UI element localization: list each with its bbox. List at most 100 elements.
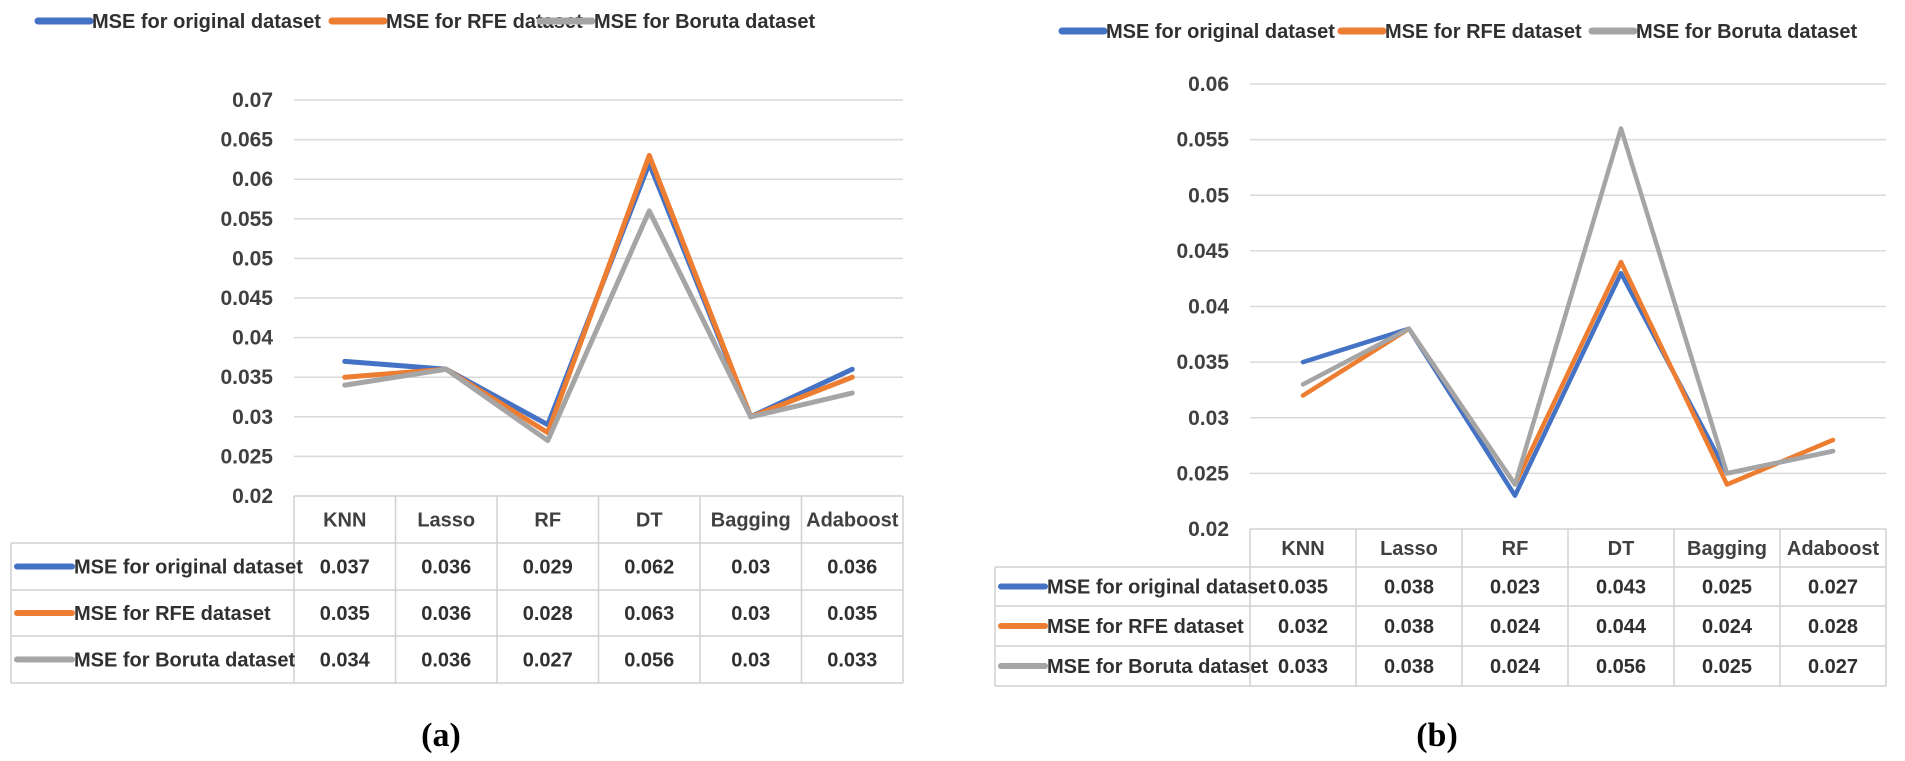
table-cell-value: 0.027 (523, 650, 573, 672)
table-cell-value: 0.033 (827, 650, 877, 672)
data-point (1831, 438, 1835, 442)
table-cell-value: 0.025 (1702, 577, 1752, 599)
y-tick-label: 0.025 (1176, 462, 1229, 485)
y-tick-label: 0.055 (1176, 129, 1229, 152)
y-tick-label: 0.04 (1188, 296, 1229, 319)
legend-label: MSE for RFE dataset (1385, 21, 1582, 43)
y-tick-label: 0.035 (220, 366, 273, 389)
data-point (1619, 260, 1623, 264)
data-point (1831, 449, 1835, 453)
table-cell-value: 0.043 (1596, 577, 1646, 599)
table-cell-value: 0.023 (1490, 577, 1540, 599)
x-category-label: RF (1502, 538, 1529, 560)
data-point (546, 439, 550, 443)
series-line (342, 208, 855, 444)
data-point (1301, 360, 1305, 364)
y-tick-label: 0.045 (1176, 240, 1229, 263)
y-tick-label: 0.045 (220, 287, 273, 310)
table-cell-value: 0.035 (1278, 577, 1328, 599)
x-category-label: Adaboost (806, 510, 899, 532)
data-point (647, 209, 651, 213)
table-cell-value: 0.037 (320, 557, 370, 579)
y-tick-label: 0.035 (1176, 351, 1229, 374)
data-point (850, 367, 854, 371)
data-point (343, 383, 347, 387)
table-cell-value: 0.038 (1384, 656, 1434, 678)
y-tick-label: 0.07 (232, 89, 273, 112)
series-line (1300, 126, 1836, 487)
data-point (1407, 327, 1411, 331)
table-cell-value: 0.056 (1596, 656, 1646, 678)
legend-label: MSE for original dataset (92, 11, 321, 33)
table-cell-value: 0.036 (827, 557, 877, 579)
table-cell-value: 0.028 (523, 603, 573, 625)
data-point (850, 391, 854, 395)
x-category-label: Bagging (711, 510, 791, 532)
table-cell-value: 0.024 (1490, 656, 1541, 678)
table-cell-value: 0.033 (1278, 656, 1328, 678)
chart-b: 0.06 0.055 0.05 0.045 0.04 0.035 0.03 0.025 0.02… (994, 21, 1887, 687)
data-point (1513, 483, 1517, 486)
data-point (850, 375, 854, 379)
table-series-name: MSE for original dataset (1047, 577, 1276, 599)
table-cell-value: 0.028 (1808, 616, 1858, 638)
data-point (1619, 271, 1623, 275)
table-cell-value: 0.056 (624, 650, 674, 672)
data-point (1619, 127, 1623, 130)
data-point (1725, 483, 1729, 486)
table-series-name: MSE for RFE dataset (74, 603, 271, 625)
x-category-label: Lasso (417, 510, 475, 532)
table-cell-value: 0.036 (421, 557, 471, 579)
series-line (342, 152, 855, 436)
chart-a: 0.07 0.065 0.06 0.055 0.05 0.045 0.04 0.035 0.03… (10, 11, 904, 684)
x-category-label: RF (534, 510, 561, 532)
table-cell-value: 0.038 (1384, 616, 1434, 638)
table-series-name: MSE for RFE dataset (1047, 616, 1244, 638)
table-cell-value: 0.035 (320, 603, 370, 625)
table-cell-value: 0.025 (1702, 656, 1752, 678)
table-cell-value: 0.029 (523, 557, 573, 579)
table-cell-value: 0.036 (421, 603, 471, 625)
y-tick-label: 0.065 (220, 129, 273, 152)
table-cell-value: 0.027 (1808, 656, 1858, 678)
y-tick-label: 0.03 (232, 406, 273, 429)
table-cell-value: 0.038 (1384, 577, 1434, 599)
data-point (343, 359, 347, 363)
y-tick-label: 0.05 (232, 247, 273, 270)
x-category-label: KNN (323, 510, 366, 532)
y-tick-label: 0.05 (1188, 184, 1229, 207)
table-cell-value: 0.03 (731, 603, 770, 625)
x-category-label: Bagging (1687, 538, 1767, 560)
table-cell-value: 0.034 (320, 650, 371, 672)
y-tick-label: 0.03 (1188, 407, 1229, 430)
table-cell-value: 0.027 (1808, 577, 1858, 599)
caption-b: (b) (1416, 717, 1458, 754)
table-cell-value: 0.063 (624, 603, 674, 625)
y-tick-label: 0.02 (1188, 518, 1229, 541)
data-point (343, 375, 347, 379)
y-tick-label: 0.02 (232, 485, 273, 508)
legend-label: MSE for RFE dataset (386, 11, 583, 33)
data-point (749, 415, 753, 419)
table-cell-value: 0.03 (731, 557, 770, 579)
x-category-label: KNN (1281, 538, 1324, 560)
data-point (1301, 382, 1305, 386)
data-point (647, 153, 651, 157)
data-point (1301, 394, 1305, 397)
data-point (444, 367, 448, 371)
table-series-name: MSE for Boruta dataset (1047, 656, 1268, 678)
y-tick-label: 0.04 (232, 327, 273, 350)
y-tick-label: 0.025 (220, 445, 273, 468)
data-point (1513, 494, 1517, 498)
table-cell-value: 0.03 (731, 650, 770, 672)
table-series-name: MSE for original dataset (74, 557, 303, 579)
table-cell-value: 0.024 (1702, 616, 1753, 638)
y-tick-label: 0.06 (232, 168, 273, 191)
table-cell-value: 0.032 (1278, 616, 1328, 638)
series-line (1300, 259, 1836, 487)
y-tick-label: 0.06 (1188, 73, 1229, 96)
x-category-label: Lasso (1380, 538, 1438, 560)
table-cell-value: 0.024 (1490, 616, 1541, 638)
table-cell-value: 0.036 (421, 650, 471, 672)
